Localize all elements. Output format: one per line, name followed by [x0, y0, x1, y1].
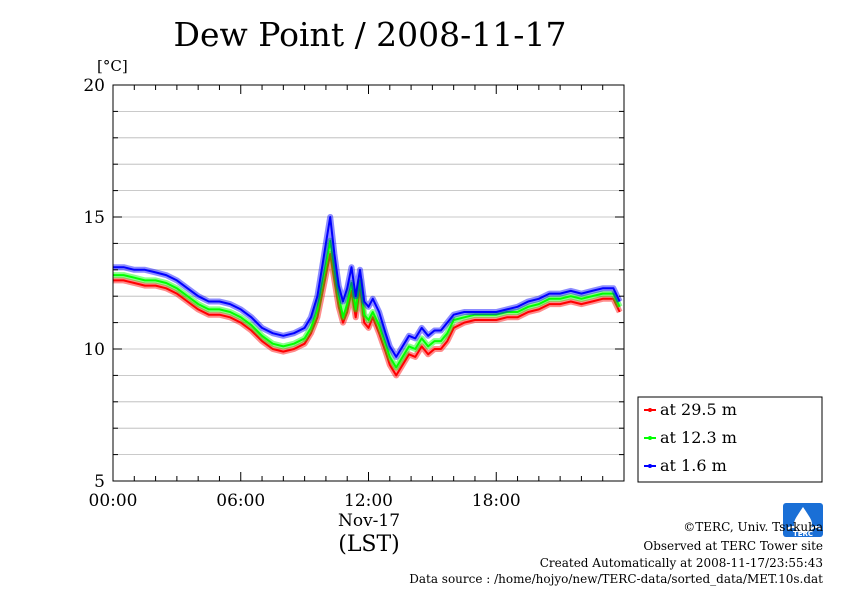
legend-label: at 12.3 m: [660, 428, 737, 447]
x-tick-label: 18:00: [472, 491, 521, 511]
series-line-1: [113, 253, 621, 377]
x-axis: 00:00 06:00 12:00 18:00: [89, 85, 625, 511]
legend-marker: [648, 436, 652, 440]
chart-title: Dew Point / 2008-11-17: [174, 15, 567, 54]
water-drop-icon: [794, 507, 812, 533]
x-tick-label: 06:00: [216, 491, 265, 511]
y-tick-label: 10: [83, 340, 105, 360]
series-lines: [113, 214, 623, 379]
observation-site-text: Observed at TERC Tower site: [643, 539, 823, 553]
series-line-3: [113, 216, 621, 358]
legend-marker: [648, 408, 652, 412]
y-tick-label: 15: [83, 208, 105, 228]
wave-icon: [786, 526, 822, 532]
plot-frame: [112, 84, 625, 482]
legend-label: at 29.5 m: [660, 400, 737, 419]
x-axis-date-label: Nov-17: [338, 511, 400, 531]
series-band-3: [113, 214, 623, 360]
x-axis-title: (LST): [338, 532, 400, 557]
terc-logo: TERC: [783, 503, 823, 538]
series-line-2: [113, 239, 621, 369]
legend-box: [637, 396, 823, 483]
logo-text: TERC: [793, 530, 813, 538]
grid-lines: [113, 111, 624, 456]
legend-marker: [648, 464, 652, 468]
legend-label: at 1.6 m: [660, 456, 727, 475]
y-tick-label: 5: [94, 472, 105, 492]
y-unit-label: [°C]: [97, 57, 128, 75]
created-time-text: Created Automatically at 2008-11-17/23:5…: [540, 556, 823, 570]
y-tick-label: 20: [83, 76, 105, 96]
x-tick-label: 00:00: [89, 491, 138, 511]
legend: at 29.5 m at 12.3 m at 1.6 m: [637, 396, 823, 483]
x-tick-label: 12:00: [344, 491, 393, 511]
y-axis: 5 10 15 20: [83, 76, 624, 492]
copyright-text: ©TERC, Univ. Tsukuba: [683, 520, 823, 534]
data-source-text: Data source : /home/hojyo/new/TERC-data/…: [409, 572, 823, 586]
